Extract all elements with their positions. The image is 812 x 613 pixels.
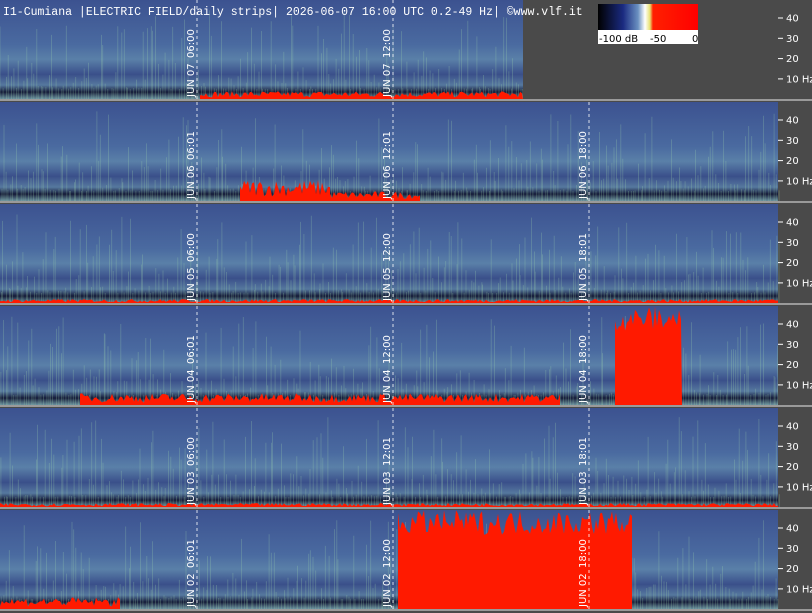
strip-separator: [0, 201, 812, 203]
axis-tick-label: 20: [786, 462, 799, 473]
axis-tick-label: 40: [786, 14, 799, 25]
date-label: JUN 05: [578, 267, 589, 302]
axis-tick-label: 10 Hz: [786, 380, 812, 391]
axis-tick-label: 40: [786, 218, 799, 229]
time-label: 12:00: [382, 233, 393, 262]
date-label: JUN 06: [186, 165, 197, 200]
axis-tick-label: 30: [786, 238, 799, 249]
spectrogram-activity: [200, 91, 523, 99]
date-label: JUN 03: [382, 471, 393, 506]
date-label: JUN 04: [578, 369, 589, 404]
time-label: 06:00: [186, 233, 197, 262]
strip-separator: [0, 609, 812, 611]
date-label: JUN 07: [186, 63, 197, 98]
spectrogram-texture: [0, 417, 780, 507]
strip-separator: [0, 99, 812, 101]
date-label: JUN 06: [578, 165, 589, 200]
date-label: JUN 06: [382, 165, 393, 200]
time-label: 06:01: [186, 539, 197, 568]
time-label: 12:00: [382, 29, 393, 58]
axis-tick-label: 20: [786, 360, 799, 371]
strip-separator: [0, 507, 812, 509]
time-label: 12:00: [382, 539, 393, 568]
date-label: JUN 03: [186, 471, 197, 506]
axis-tick-label: 30: [786, 34, 799, 45]
axis-tick-label: 10 Hz: [786, 176, 812, 187]
date-label: JUN 04: [186, 369, 197, 404]
axis-tick-label: 20: [786, 564, 799, 575]
time-label: 18:01: [578, 233, 589, 262]
axis-tick-label: 40: [786, 320, 799, 331]
spectrogram-texture: [0, 10, 523, 99]
time-label: 12:00: [382, 335, 393, 364]
spectrogram-activity: [0, 299, 778, 303]
date-label: JUN 05: [186, 267, 197, 302]
header-title: I1-Cumiana |ELECTRIC FIELD/daily strips|…: [3, 6, 583, 19]
axis-tick-label: 30: [786, 442, 799, 453]
spectrogram-strip: [0, 204, 778, 303]
spectrogram-texture: [0, 214, 780, 303]
time-label: 12:01: [382, 437, 393, 466]
date-label: JUN 02: [578, 573, 589, 608]
axis-tick-label: 10 Hz: [786, 482, 812, 493]
date-label: JUN 04: [382, 369, 393, 404]
spectrogram-activity: [615, 306, 682, 405]
time-label: 18:01: [578, 437, 589, 466]
axis-tick-label: 10 Hz: [786, 584, 812, 595]
axis-tick-label: 30: [786, 340, 799, 351]
spectrogram-activity: [240, 179, 330, 201]
spectrogram-activity: [0, 597, 120, 609]
axis-tick-label: 10 Hz: [786, 278, 812, 289]
colorbar-label: -100 dB: [599, 34, 638, 45]
spectrogram-activity: [330, 191, 420, 201]
date-label: JUN 03: [578, 471, 589, 506]
axis-tick-label: 20: [786, 258, 799, 269]
time-label: 18:00: [578, 539, 589, 568]
axis-tick-label: 20: [786, 54, 799, 65]
colorbar: [598, 4, 698, 30]
spectrogram-activity: [0, 503, 778, 507]
time-label: 12:01: [382, 131, 393, 160]
spectrogram-activity: [80, 393, 560, 405]
time-label: 06:00: [186, 29, 197, 58]
axis-tick-label: 30: [786, 544, 799, 555]
date-label: JUN 02: [382, 573, 393, 608]
time-label: 18:00: [578, 335, 589, 364]
axis-tick-label: 40: [786, 422, 799, 433]
strip-separator: [0, 405, 812, 407]
spectrogram-strip: [0, 102, 778, 201]
axis-tick-label: 10 Hz: [786, 74, 812, 85]
spectrogram-activity: [398, 510, 632, 609]
spectrogram-strip: [0, 0, 523, 99]
spectrogram-strip: [0, 408, 778, 507]
time-label: 06:00: [186, 437, 197, 466]
time-label: 18:00: [578, 131, 589, 160]
time-label: 06:01: [186, 335, 197, 364]
axis-tick-label: 40: [786, 524, 799, 535]
date-label: JUN 07: [382, 63, 393, 98]
date-label: JUN 02: [186, 573, 197, 608]
axis-tick-label: 30: [786, 136, 799, 147]
time-label: 06:01: [186, 131, 197, 160]
strip-separator: [0, 303, 812, 305]
colorbar-label: -50: [650, 34, 666, 45]
date-label: JUN 05: [382, 267, 393, 302]
spectrogram-strip: [0, 510, 778, 609]
colorbar-label: 0: [692, 34, 698, 45]
axis-tick-label: 40: [786, 116, 799, 127]
axis-tick-label: 20: [786, 156, 799, 167]
